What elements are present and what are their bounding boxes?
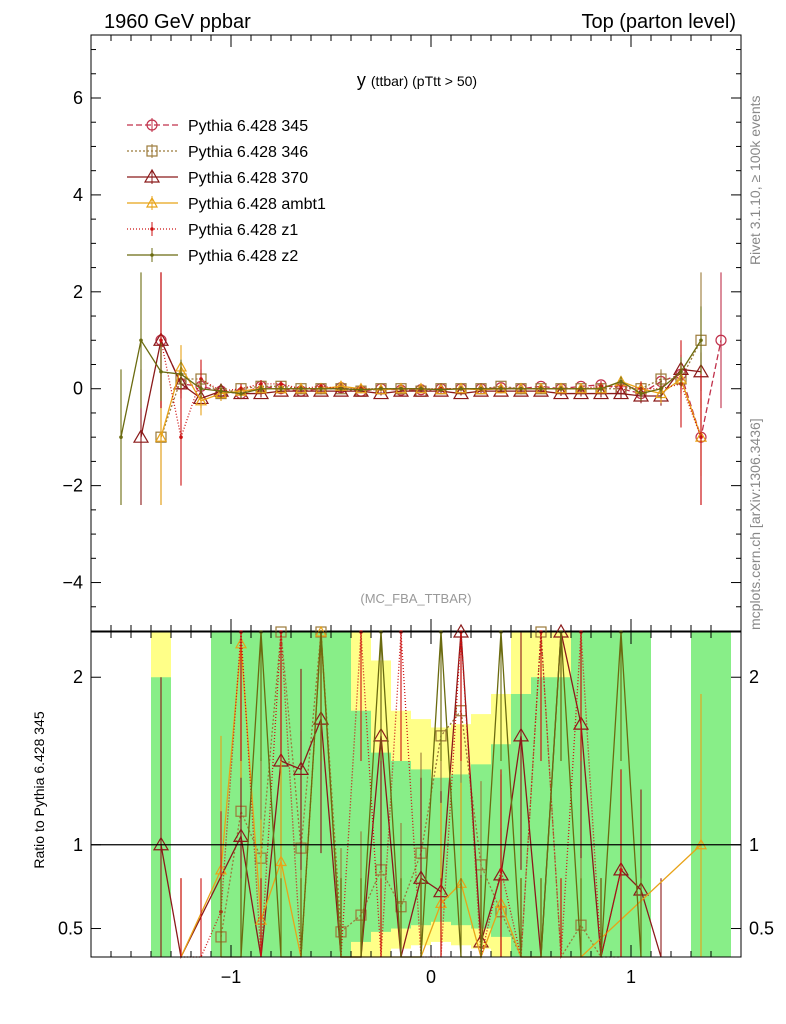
data-point <box>132 428 150 443</box>
data-point <box>339 386 343 391</box>
data-point <box>512 727 530 742</box>
data-point <box>179 372 183 376</box>
series-line <box>181 631 622 958</box>
legend-label: Pythia 6.428 z1 <box>188 222 298 239</box>
data-point <box>399 386 403 391</box>
header-left: 1960 GeV ppbar <box>104 11 251 33</box>
series-line <box>160 339 702 438</box>
data-point <box>274 855 288 867</box>
data-point <box>419 386 423 391</box>
main-frame <box>90 34 742 632</box>
x-tick-label: −1 <box>221 967 242 987</box>
data-point <box>259 386 263 391</box>
ratio-y-tick-label: 1 <box>73 835 83 855</box>
watermark: (MC_FBA_TTBAR) <box>360 591 471 606</box>
legend-label: Pythia 6.428 345 <box>188 118 308 135</box>
data-point <box>372 385 390 400</box>
data-point <box>146 119 158 131</box>
data-point <box>579 386 583 391</box>
data-point <box>279 382 283 386</box>
ratio-y-tick-label-right: 0.5 <box>749 919 774 939</box>
ratio-y-tick-label-right: 2 <box>749 667 759 687</box>
data-point <box>539 386 543 391</box>
ratio-ylabel: Ratio to Pythia 6.428 345 <box>31 711 47 868</box>
data-point <box>612 385 630 400</box>
legend-label: Pythia 6.428 370 <box>188 170 308 187</box>
data-point <box>479 386 483 391</box>
legend-label: Pythia 6.428 ambt1 <box>188 196 326 213</box>
data-point <box>379 386 383 391</box>
data-point <box>559 386 563 391</box>
data-point <box>499 386 503 391</box>
data-point <box>519 386 523 391</box>
x-tick-label: 1 <box>626 967 636 987</box>
data-point <box>150 227 154 231</box>
data-point <box>319 386 323 391</box>
data-point <box>146 145 158 157</box>
legend-label: Pythia 6.428 346 <box>188 144 308 161</box>
y-tick-label: 2 <box>73 282 83 302</box>
y-tick-label: −2 <box>62 476 83 496</box>
data-point <box>194 394 208 406</box>
data-point <box>632 387 650 402</box>
data-point <box>599 386 603 391</box>
ratio-panel: 0.5 0.5 1 1 2 2 −1 0 1 <box>58 623 774 987</box>
data-point <box>159 338 163 343</box>
data-point <box>219 389 223 393</box>
ratio-y-tick-label-right: 1 <box>749 835 759 855</box>
band-green <box>551 677 571 957</box>
legend-label: Pythia 6.428 z2 <box>188 248 298 265</box>
data-point <box>145 196 159 208</box>
data-point <box>150 253 154 257</box>
data-point <box>232 828 250 842</box>
y-tick-label: 6 <box>73 88 83 108</box>
series-line <box>220 631 621 960</box>
data-point <box>179 435 183 439</box>
data-point <box>619 868 623 872</box>
data-point <box>619 379 623 384</box>
data-point <box>159 369 163 374</box>
y-tick-label: 0 <box>73 379 83 399</box>
x-tick-label: 0 <box>426 967 436 987</box>
data-point <box>619 384 623 389</box>
band-green <box>711 632 731 957</box>
data-point <box>439 387 443 392</box>
ratio-frame <box>90 631 742 958</box>
header-right: Top (parton level) <box>581 11 736 33</box>
data-point <box>239 391 243 396</box>
data-point <box>139 338 143 343</box>
y-tick-label: −4 <box>62 573 83 593</box>
mcplots-label: mcplots.cern.ch [arXiv:1306.3436] <box>747 418 763 630</box>
ratio-y-tick-label: 0.5 <box>58 919 83 939</box>
main-panel: −4 −2 0 2 4 6 <box>62 34 742 632</box>
data-point <box>154 430 168 442</box>
data-point <box>259 382 263 386</box>
data-point <box>699 338 703 343</box>
data-point <box>279 386 283 391</box>
data-point <box>152 836 170 851</box>
data-point <box>459 386 463 391</box>
data-point <box>499 868 503 872</box>
data-point <box>699 435 703 439</box>
data-point <box>679 369 683 374</box>
data-point <box>715 334 727 346</box>
series-line <box>160 631 662 960</box>
data-point <box>359 387 363 392</box>
rivet-label: Rivet 3.1.10, ≥ 100k events <box>747 95 763 265</box>
main-title: y (ttbar) (pTtt > 50) <box>357 70 477 90</box>
y-tick-label: 4 <box>73 185 83 205</box>
data-point <box>292 761 310 775</box>
data-point <box>639 391 643 396</box>
band-green <box>531 677 551 957</box>
data-point <box>143 168 161 183</box>
data-point <box>199 386 203 391</box>
ratio-y-tick-label: 2 <box>73 667 83 687</box>
data-point <box>119 435 123 439</box>
legend: Pythia 6.428 345 Pythia 6.428 346 Pythia 6… <box>127 118 326 265</box>
data-point <box>299 386 303 391</box>
series-line <box>120 338 702 438</box>
data-point <box>659 386 663 391</box>
